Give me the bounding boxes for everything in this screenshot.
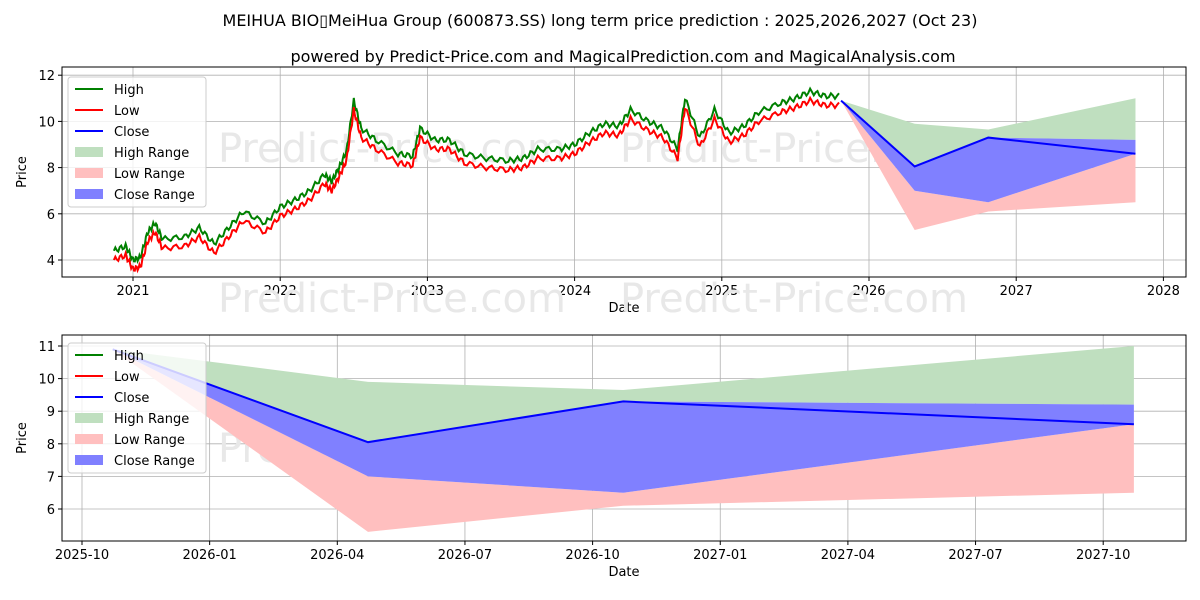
legend-label: Low [114, 370, 140, 385]
low-range-area [841, 100, 1136, 230]
y-axis-label: Price [15, 156, 30, 188]
legend-label: High Range [114, 412, 189, 427]
chart-subtitle: powered by Predict-Price.com and Magical… [290, 47, 955, 66]
y-tick-label: 8 [47, 162, 55, 177]
y-tick-label: 11 [38, 340, 55, 355]
x-axis-label: Date [608, 565, 639, 580]
legend-swatch [75, 168, 103, 178]
low-line [112, 95, 840, 274]
high-line [112, 86, 840, 265]
legend-label: Close Range [114, 454, 195, 469]
x-tick-label: 2027-01 [693, 548, 747, 563]
y-tick-label: 10 [38, 373, 55, 388]
close-forecast-line [840, 99, 1136, 168]
x-tick-label: 2025 [705, 284, 738, 299]
y-tick-label: 6 [47, 208, 55, 223]
y-tick-label: 6 [47, 503, 55, 518]
legend-swatch [75, 455, 103, 465]
x-tick-label: 2022 [264, 284, 297, 299]
close-range-area [841, 100, 1136, 203]
low-range-area [112, 349, 1134, 532]
legend-swatch [75, 189, 103, 199]
x-tick-label: 2027-10 [1076, 548, 1130, 563]
x-tick-label: 2026-01 [182, 548, 236, 563]
legend-label: Low Range [114, 167, 185, 182]
x-tick-label: 2026-04 [310, 548, 364, 563]
y-tick-label: 7 [47, 470, 55, 485]
x-axis-label: Date [608, 301, 639, 316]
legend-label: Low Range [114, 433, 185, 448]
x-tick-label: 2026 [852, 284, 885, 299]
x-tick-label: 2025-10 [55, 548, 109, 563]
plot-border [61, 334, 1187, 542]
watermark: Predict-Price.com [218, 126, 566, 172]
watermark: Predict-Price.com [218, 276, 566, 322]
y-tick-label: 4 [47, 254, 55, 269]
chart-title: MEIHUA BIO▯MeiHua Group (600873.SS) long… [223, 11, 978, 30]
long-term-chart: 2021 2022 2023 2024 2025 2026 2027 2028 4 6 8 10 12 D… [15, 66, 1187, 322]
x-tick-label: 2024 [558, 284, 591, 299]
legend-label: High [114, 349, 144, 364]
plot-border [61, 66, 1187, 278]
forecast-detail-chart: 2025-10 2026-01 2026-04 2026-07 2026-10 2027-… [15, 334, 1187, 580]
high-range-area [841, 98, 1136, 167]
close-range-area [112, 349, 1134, 493]
legend-swatch [75, 147, 103, 157]
x-tick-label: 2028 [1147, 284, 1180, 299]
y-tick-label: 8 [47, 438, 55, 453]
y-tick-label: 12 [38, 69, 55, 84]
legend-label: Low [114, 104, 140, 119]
legend-swatch [75, 434, 103, 444]
x-tick-label: 2027-07 [948, 548, 1002, 563]
legend-label: Close [114, 125, 149, 140]
x-tick-label: 2023 [411, 284, 444, 299]
legend-label: Close Range [114, 188, 195, 203]
x-tick-label: 2027-04 [821, 548, 875, 563]
legend-label: Close [114, 391, 149, 406]
y-tick-label: 10 [38, 115, 55, 130]
y-tick-label: 9 [47, 405, 55, 420]
close-forecast-line [112, 348, 1134, 444]
legend-label: High Range [114, 146, 189, 161]
x-tick-label: 2026-07 [438, 548, 492, 563]
x-tick-label: 2026-10 [565, 548, 619, 563]
x-tick-label: 2021 [116, 284, 149, 299]
y-axis-label: Price [15, 422, 30, 454]
watermark: Predict-Price.com [620, 276, 968, 322]
legend-label: High [114, 83, 144, 98]
high-range-area [112, 346, 1134, 443]
legend-swatch [75, 413, 103, 423]
x-tick-label: 2027 [1000, 284, 1033, 299]
